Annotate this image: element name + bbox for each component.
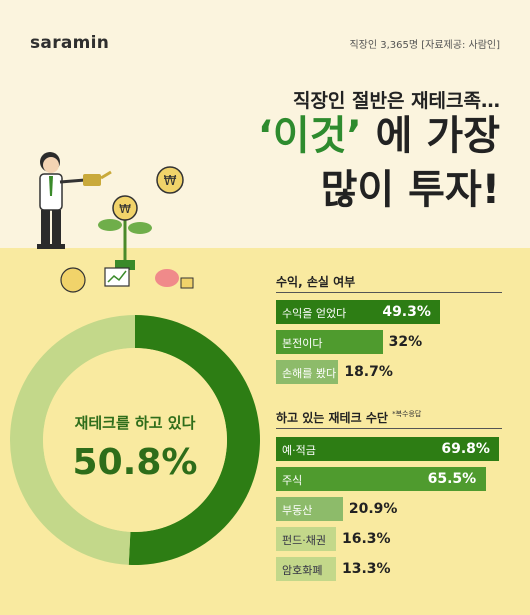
headline-line-2: ‘이것’ 에 가장 (180, 112, 500, 160)
method-bar: 부동산 (276, 497, 343, 521)
profit-loss-bar-label: 수익을 얻었다 (282, 307, 347, 320)
method-bar-label: 펀드·채권 (282, 534, 326, 547)
donut-center-label: 재테크를 하고 있다 (74, 414, 196, 432)
profit-loss-bar-value: 32% (388, 334, 423, 350)
investor-illustration: ₩ ₩ (37, 152, 194, 293)
method-bar-label: 암호화폐 (282, 564, 323, 577)
profit-loss-bar: 본전이다 (276, 330, 383, 354)
method-bar-label: 주식 (282, 474, 303, 487)
donut-slice-remaining (10, 315, 135, 565)
method-bar-value: 65.5% (427, 471, 477, 487)
method-bar-value: 13.3% (342, 561, 391, 577)
method-bar-value: 16.3% (342, 531, 391, 547)
header-background (0, 0, 530, 248)
methods-note: *복수응답 (392, 410, 422, 418)
profit-loss-bar-label: 본전이다 (282, 337, 323, 350)
method-bar: 펀드·채권 (276, 527, 336, 551)
svg-text:₩: ₩ (119, 202, 131, 216)
coin-icon: ₩ (156, 166, 184, 194)
donut-center-value: 50.8% (72, 442, 198, 483)
methods-divider (276, 428, 502, 429)
saramin-logo: saramin (30, 33, 110, 53)
profit-loss-divider (276, 292, 502, 293)
headline-line-2-rest: 에 가장 (375, 113, 500, 159)
person-icon (37, 152, 86, 249)
methods-title-text: 하고 있는 재테크 수단 (276, 411, 388, 425)
money-tree-icon: ₩ (98, 195, 152, 270)
profit-loss-bar-value: 49.3% (382, 304, 431, 320)
methods-title: 하고 있는 재테크 수단 *복수응답 (276, 409, 421, 426)
method-bar: 예·적금 (276, 437, 500, 461)
profit-loss-bar-label: 손해를 봤다 (282, 367, 337, 380)
chart-screen-icon (104, 267, 130, 287)
method-bar-value: 69.8% (441, 441, 490, 457)
profit-loss-bar: 손해를 봤다 (276, 360, 339, 384)
investor-ratio-donut (10, 315, 260, 565)
donut-slice-investing (128, 315, 260, 565)
watering-can-icon (83, 170, 112, 186)
headline-line-1: 직장인 절반은 재테크족… (292, 90, 500, 112)
method-bar: 주식 (276, 467, 486, 491)
svg-text:₩: ₩ (164, 174, 177, 189)
profit-loss-title: 수익, 손실 여부 (276, 275, 356, 289)
money-bag-icon (60, 267, 86, 293)
headline-line-3: 많이 투자! (320, 167, 500, 213)
method-bar-label: 예·적금 (282, 444, 316, 457)
donut-hole (43, 348, 227, 532)
method-bar-value: 20.9% (348, 501, 398, 517)
survey-meta: 직장인 3,365명 [자료제공: 사람인] (349, 40, 500, 51)
headline-highlight: ‘이것’ (257, 113, 362, 159)
profit-loss-bar: 수익을 얻었다 (276, 300, 441, 324)
profit-loss-bar-value: 18.7% (344, 364, 393, 380)
piggy-bank-icon (155, 269, 194, 289)
method-bar: 암호화폐 (276, 557, 336, 581)
method-bar-label: 부동산 (282, 504, 313, 517)
